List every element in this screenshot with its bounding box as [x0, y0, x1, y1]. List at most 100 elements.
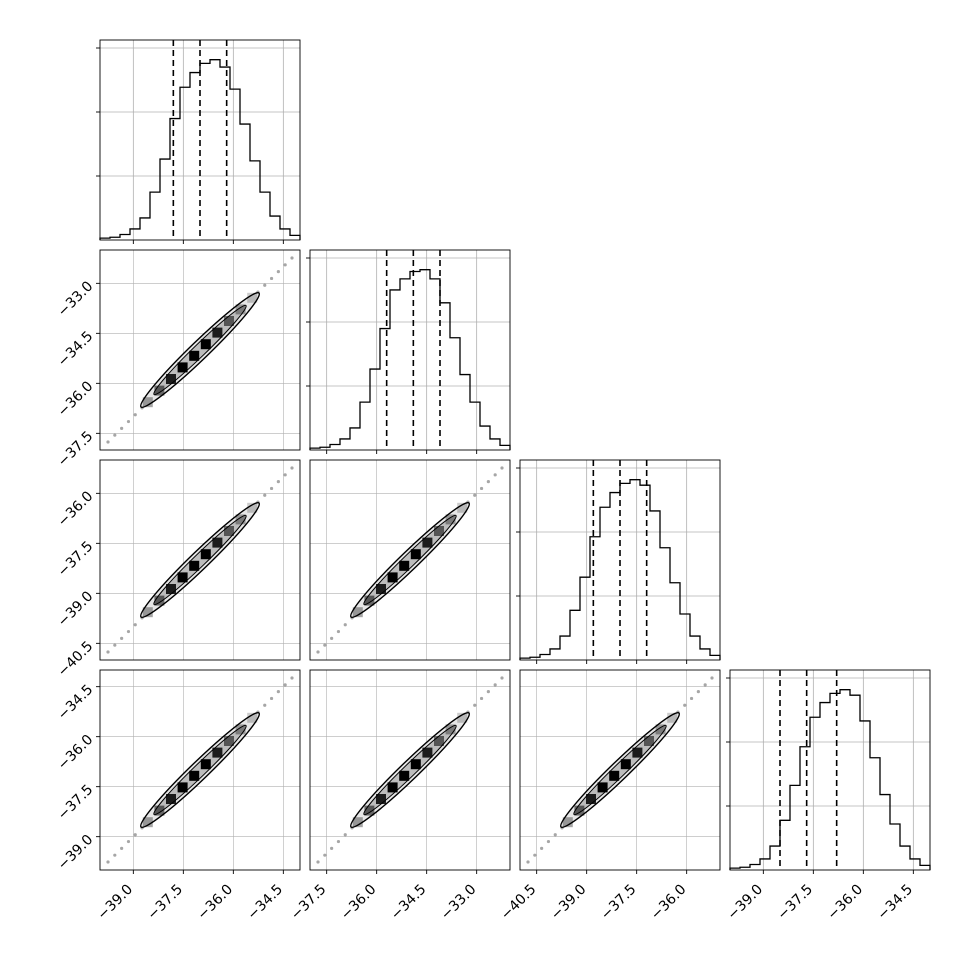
density-cell: [200, 339, 211, 350]
density-cell: [434, 526, 444, 536]
density-cell: [644, 736, 654, 746]
density-cell: [457, 502, 468, 513]
density-cell: [247, 502, 258, 513]
x-tick-label: −36.0: [825, 882, 867, 924]
scatter-point: [343, 623, 347, 627]
density-cell: [154, 805, 165, 816]
scatter-point: [269, 696, 274, 701]
density-cell: [166, 794, 176, 804]
scatter-point: [269, 276, 274, 281]
scatter-point: [479, 486, 484, 491]
y-tick-label: −36.0: [55, 488, 97, 530]
scatter-point: [263, 283, 267, 287]
density-cell: [399, 770, 410, 781]
density-cell: [376, 794, 386, 804]
x-tick-label: −39.0: [725, 882, 767, 924]
y-tick-label: −39.0: [55, 832, 97, 874]
scatter-point: [126, 419, 131, 424]
density-cell: [200, 759, 211, 770]
density-cell: [200, 549, 211, 560]
scatter-point: [283, 473, 287, 477]
scatter-point: [323, 853, 327, 857]
scatter-panel-2-1: [309, 459, 511, 661]
histogram-panel-3: [726, 669, 931, 874]
scatter-point: [473, 703, 477, 707]
histogram-step: [99, 59, 301, 240]
scatter-point: [276, 480, 280, 484]
scatter-panel-1-0: [99, 249, 301, 451]
contour-inner: [153, 724, 247, 816]
density-cell: [667, 712, 678, 723]
scatter-point: [126, 839, 131, 844]
density-cell: [177, 782, 188, 793]
scatter-point: [126, 629, 131, 634]
histogram-step: [519, 479, 721, 660]
scatter-point: [696, 690, 700, 694]
scatter-panel-3-2: [519, 669, 721, 871]
y-tick-label: −37.5: [55, 538, 97, 580]
density-cell: [177, 572, 188, 583]
scatter-point: [336, 629, 341, 634]
scatter-point: [106, 440, 110, 444]
scatter-point: [106, 860, 110, 864]
panel-frame: [99, 249, 301, 451]
density-cell: [235, 514, 246, 525]
density-cell: [142, 607, 153, 618]
density-cell: [422, 747, 433, 758]
density-cell: [597, 782, 608, 793]
contour-inner: [573, 724, 667, 816]
scatter-point: [263, 493, 267, 497]
scatter-point: [710, 676, 714, 680]
scatter-point: [113, 643, 117, 647]
y-tick-label: −34.5: [55, 328, 97, 370]
density-cell: [410, 759, 421, 770]
density-cell: [364, 595, 375, 606]
density-cell: [166, 584, 176, 594]
density-cell: [235, 724, 246, 735]
panel-frame: [99, 669, 301, 871]
density-cell: [387, 572, 398, 583]
density-cell: [609, 770, 620, 781]
x-tick-label: −36.0: [648, 882, 690, 924]
scatter-point: [120, 636, 124, 640]
density-cell: [586, 794, 596, 804]
x-tick-label: −39.0: [95, 882, 137, 924]
contour-inner: [153, 304, 247, 396]
density-cell: [457, 712, 468, 723]
scatter-point: [493, 683, 497, 687]
density-cell: [445, 724, 456, 735]
scatter-point: [473, 493, 477, 497]
density-cell: [177, 362, 188, 373]
scatter-point: [330, 636, 334, 640]
density-cell: [212, 747, 223, 758]
panel-frame: [99, 459, 301, 661]
density-cell: [445, 514, 456, 525]
density-cell: [189, 770, 200, 781]
scatter-point: [283, 683, 287, 687]
histogram-panel-2: [516, 459, 721, 664]
scatter-point: [323, 643, 327, 647]
x-tick-label: −37.5: [288, 882, 330, 924]
y-tick-label: −36.0: [55, 732, 97, 774]
scatter-point: [269, 486, 274, 491]
scatter-point: [343, 833, 347, 837]
density-cell: [154, 385, 165, 396]
panel-frame: [309, 669, 511, 871]
histogram-panel-1: [306, 249, 511, 454]
scatter-point: [479, 696, 484, 701]
scatter-point: [540, 846, 544, 850]
y-tick-label: −36.0: [55, 378, 97, 420]
contour-inner: [363, 514, 457, 606]
density-cell: [376, 584, 386, 594]
x-tick-label: −34.5: [875, 882, 917, 924]
density-cell: [189, 560, 200, 571]
scatter-point: [683, 703, 687, 707]
contour-inner: [153, 514, 247, 606]
y-tick-label: −39.0: [55, 588, 97, 630]
density-cell: [387, 782, 398, 793]
scatter-panel-2-0: [99, 459, 301, 661]
x-tick-label: −37.5: [775, 882, 817, 924]
scatter-point: [106, 650, 110, 654]
panel-frame: [309, 249, 511, 451]
scatter-point: [500, 676, 504, 680]
